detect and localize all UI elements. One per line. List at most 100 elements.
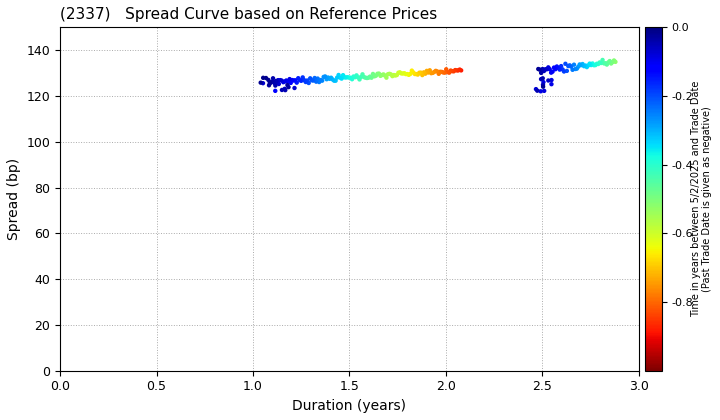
Point <box>279 78 291 85</box>
Point <box>269 87 281 94</box>
Point <box>574 61 585 68</box>
Point <box>554 66 565 73</box>
Point <box>582 62 594 69</box>
Point <box>360 74 372 81</box>
Point <box>428 68 440 75</box>
Point <box>549 66 561 73</box>
Point <box>313 79 325 85</box>
Point <box>565 63 577 70</box>
Point <box>449 67 461 74</box>
Point <box>601 61 613 68</box>
Point <box>439 69 451 76</box>
Point <box>316 77 328 84</box>
Point <box>336 75 347 82</box>
Point <box>590 62 601 68</box>
Point <box>608 57 620 64</box>
Point <box>321 76 333 83</box>
Point <box>382 71 394 78</box>
Point <box>418 69 430 76</box>
Point <box>315 77 326 84</box>
Point <box>384 71 395 77</box>
Point <box>374 73 386 79</box>
Point <box>444 69 455 76</box>
Point <box>537 66 549 72</box>
Point <box>585 62 597 68</box>
Point <box>269 80 280 87</box>
Point <box>295 77 307 84</box>
Point <box>367 71 379 77</box>
Point <box>291 79 302 86</box>
Point <box>307 77 319 84</box>
Point <box>312 75 323 82</box>
Point <box>402 71 413 77</box>
Point <box>591 60 603 67</box>
Point <box>390 72 401 79</box>
Point <box>297 74 308 81</box>
Point <box>288 77 300 84</box>
Point <box>537 75 549 81</box>
X-axis label: Duration (years): Duration (years) <box>292 399 406 413</box>
Point <box>438 69 449 76</box>
Point <box>282 81 293 88</box>
Point <box>334 74 346 81</box>
Point <box>264 80 276 87</box>
Point <box>451 67 462 74</box>
Point <box>325 74 337 81</box>
Point <box>394 69 405 76</box>
Point <box>607 59 618 66</box>
Point <box>417 72 428 79</box>
Point <box>559 60 571 67</box>
Point <box>400 71 412 77</box>
Point <box>283 84 294 91</box>
Point <box>270 79 282 85</box>
Point <box>302 77 313 84</box>
Point <box>267 78 279 85</box>
Point <box>545 69 557 76</box>
Point <box>376 72 387 79</box>
Point <box>381 74 392 81</box>
Point <box>341 74 352 81</box>
Point <box>392 69 404 76</box>
Point <box>378 71 390 78</box>
Point <box>455 67 467 74</box>
Point <box>355 74 366 80</box>
Point <box>324 76 336 82</box>
Point <box>351 72 362 79</box>
Point <box>395 70 407 77</box>
Point <box>309 75 320 81</box>
Y-axis label: Spread (bp): Spread (bp) <box>7 158 21 240</box>
Point <box>387 73 398 79</box>
Point <box>548 64 559 71</box>
Point <box>434 68 446 75</box>
Point <box>303 80 315 87</box>
Point <box>270 78 282 84</box>
Point <box>567 66 578 73</box>
Point <box>272 77 284 84</box>
Point <box>346 76 358 83</box>
Point <box>588 62 600 68</box>
Point <box>391 72 402 79</box>
Point <box>562 63 574 69</box>
Point <box>342 74 354 81</box>
Point <box>537 83 549 90</box>
Point <box>571 65 582 72</box>
Point <box>551 63 562 70</box>
Point <box>264 82 275 89</box>
Point <box>536 70 547 76</box>
Point <box>539 68 550 74</box>
Point <box>397 70 409 77</box>
Point <box>446 68 458 74</box>
Point <box>354 76 365 83</box>
Point <box>277 79 289 86</box>
Point <box>269 82 281 89</box>
Point <box>546 77 557 84</box>
Point <box>427 69 438 76</box>
Point <box>305 75 316 81</box>
Point <box>604 58 616 64</box>
Y-axis label: Time in years between 5/2/2025 and Trade Date
(Past Trade Date is given as negat: Time in years between 5/2/2025 and Trade… <box>690 81 712 317</box>
Point <box>598 60 610 67</box>
Point <box>323 74 334 81</box>
Point <box>441 66 452 73</box>
Point <box>356 71 368 78</box>
Point <box>430 68 441 74</box>
